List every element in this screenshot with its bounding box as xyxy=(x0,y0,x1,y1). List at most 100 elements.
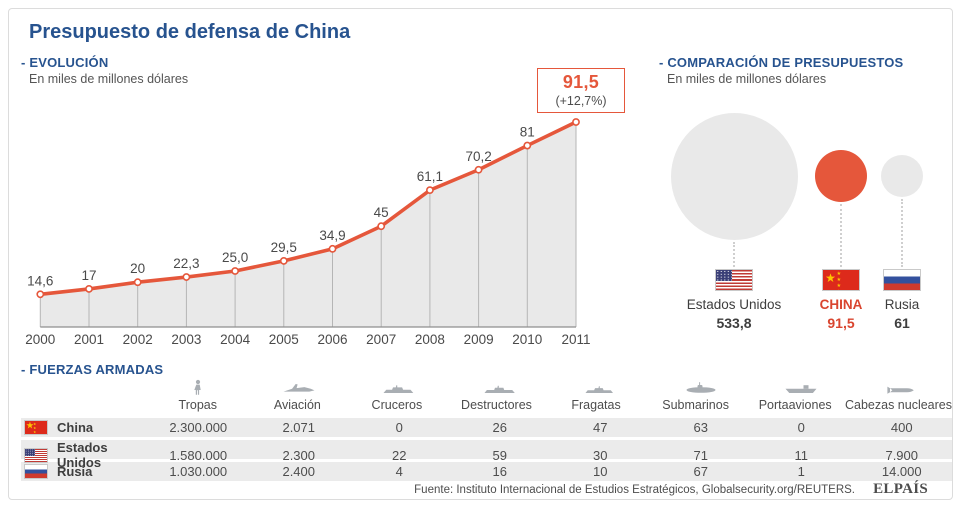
year-tick: 2010 xyxy=(512,332,542,347)
country-cell: China xyxy=(21,420,148,435)
footer-source: Fuente: Instituto Internacional de Estud… xyxy=(414,484,855,496)
data-point xyxy=(231,267,239,275)
country-cell: Rusia xyxy=(21,464,148,479)
budget-bubble xyxy=(880,154,924,198)
value-label: 20 xyxy=(130,261,145,276)
cell-value: 400 xyxy=(890,420,913,435)
column-header: Destructores xyxy=(461,397,532,412)
bubble-connector xyxy=(840,204,842,267)
year-tick: 2003 xyxy=(171,332,201,347)
elpais-logo: ELPAÍS xyxy=(873,481,928,497)
cell-value: 63 xyxy=(693,420,708,435)
column-header: Portaaviones xyxy=(758,397,832,412)
frigate-icon xyxy=(585,385,614,393)
cell-value: 26 xyxy=(492,420,507,435)
cn-flag xyxy=(822,269,860,291)
cell-value: 1.030.000 xyxy=(169,464,228,479)
cell-value: 2.300.000 xyxy=(169,420,228,435)
annotation-value: 91,5 xyxy=(562,72,600,92)
bubble-value: 533,8 xyxy=(716,315,752,331)
table-header-row: Tropas Aviación Cruceros Destructores Fragat… xyxy=(21,395,952,414)
cell-value: 11 xyxy=(794,447,809,463)
comparison-subtitle: En miles de millones dólares xyxy=(667,72,827,86)
value-label: 81 xyxy=(520,125,535,140)
table-icons-row xyxy=(21,378,952,395)
forces-table: Tropas Aviación Cruceros Destructores Fragat… xyxy=(21,378,952,484)
annotation-box: 91,5 (+12,7%) xyxy=(537,68,625,113)
value-label: 17 xyxy=(81,268,96,283)
soldier-icon xyxy=(194,379,201,395)
cell-value: 1 xyxy=(797,464,805,479)
column-header: Submarinos xyxy=(662,397,729,412)
evolution-area-chart: 14,6 17 20 22,3 25,0 29,5 34,9 45 61,1 70,2 81 2000… xyxy=(25,118,591,347)
cell-value: 0 xyxy=(395,420,403,435)
cell-value: 71 xyxy=(693,447,708,463)
year-tick: 2004 xyxy=(220,332,251,347)
destroyer-icon xyxy=(484,385,515,393)
cruiser-icon xyxy=(383,384,414,393)
value-label: 25,0 xyxy=(222,250,248,265)
page-title: Presupuesto de defensa de China xyxy=(29,21,351,43)
year-tick: 2005 xyxy=(269,332,299,347)
budget-bubble xyxy=(670,112,798,240)
ru-flag xyxy=(883,269,921,291)
data-point xyxy=(133,278,142,287)
cell-value: 16 xyxy=(492,464,507,479)
forces-heading: - FUERZAS ARMADAS xyxy=(21,362,164,377)
cell-value: 14.000 xyxy=(881,464,922,479)
value-label: 22,3 xyxy=(173,256,199,271)
evolution-heading: - EVOLUCIÓN xyxy=(21,55,109,70)
column-header: Cabezas nucleares xyxy=(844,397,952,412)
cell-value: 2.071 xyxy=(282,420,316,435)
data-point xyxy=(377,222,386,231)
warhead-icon xyxy=(887,386,914,394)
cell-value: 59 xyxy=(492,447,507,463)
cell-value: 47 xyxy=(593,420,608,435)
bubble-connector xyxy=(733,241,735,267)
country-cell: Estados Unidos xyxy=(21,440,148,470)
trend-line xyxy=(38,120,578,297)
year-tick: 2007 xyxy=(366,332,396,347)
bubble-value: 61 xyxy=(894,315,910,331)
value-label: 70,2 xyxy=(465,149,491,164)
budget-bubble-chart: Estados Unidos 533,8 CHINA 91,5 Rusia 61 xyxy=(659,99,951,344)
cell-value: 2.300 xyxy=(282,447,316,463)
table-row: Estados Unidos 1.580.000 2.300 22 59 30 71 11 7.… xyxy=(21,440,952,470)
cell-value: 22 xyxy=(392,447,407,463)
carrier-icon xyxy=(785,384,817,393)
data-point xyxy=(425,186,434,195)
value-label: 34,9 xyxy=(319,228,345,243)
year-tick: 2008 xyxy=(415,332,445,347)
us-flag xyxy=(24,447,48,463)
data-point xyxy=(85,285,93,293)
value-label: 45 xyxy=(374,205,389,220)
column-header: Aviación xyxy=(273,397,321,412)
submarine-icon xyxy=(686,381,716,393)
us-flag xyxy=(715,269,753,291)
data-point xyxy=(182,273,191,281)
evolution-subtitle: En miles de millones dólares xyxy=(29,72,189,86)
cell-value: 0 xyxy=(797,420,805,435)
value-label: 29,5 xyxy=(271,240,297,255)
cell-value: 4 xyxy=(395,464,403,479)
data-point xyxy=(523,141,532,150)
bubble-value: 91,5 xyxy=(827,315,855,331)
cell-value: 30 xyxy=(593,447,608,463)
data-point xyxy=(36,290,45,299)
country-name: Estados Unidos xyxy=(57,440,108,470)
bubble-label: CHINA xyxy=(819,297,863,312)
cell-value: 10 xyxy=(593,464,608,479)
infographic-card: Presupuesto de defensa de China - EVOLUC… xyxy=(8,8,953,500)
value-label: 14,6 xyxy=(27,273,53,288)
country-name: China xyxy=(57,420,94,435)
bubble-label: Estados Unidos xyxy=(686,297,782,312)
column-header: Cruceros xyxy=(371,397,423,412)
table-row: China 2.300.000 2.071 0 26 47 63 0 400 xyxy=(21,418,952,437)
value-label: 61,1 xyxy=(417,169,443,184)
cell-value: 1.580.000 xyxy=(169,447,228,463)
year-tick: 2009 xyxy=(464,332,494,347)
column-header: Tropas xyxy=(178,397,217,412)
data-point xyxy=(474,165,483,174)
bubble-connector xyxy=(901,199,903,267)
year-tick: 2006 xyxy=(317,332,347,347)
